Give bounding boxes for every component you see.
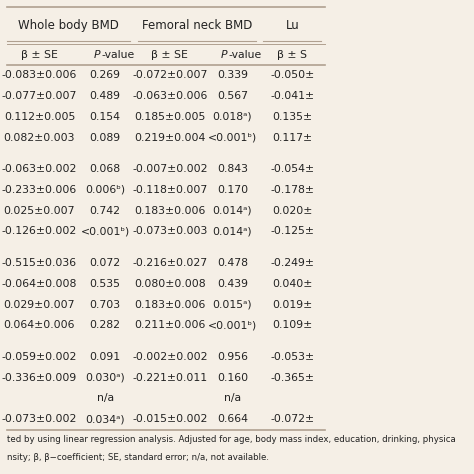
Text: 0.742: 0.742 — [90, 206, 120, 216]
Text: -value: -value — [228, 50, 262, 60]
Text: -0.059±0.002: -0.059±0.002 — [2, 352, 77, 362]
Text: 0.439: 0.439 — [217, 279, 248, 289]
Text: 0.478: 0.478 — [217, 258, 248, 268]
Text: -value: -value — [101, 50, 135, 60]
Text: -0.050±: -0.050± — [270, 70, 315, 80]
Text: 0.117±: 0.117± — [273, 133, 312, 143]
Text: -0.221±0.011: -0.221±0.011 — [132, 373, 207, 383]
Text: -0.249±: -0.249± — [270, 258, 314, 268]
Text: 0.029±0.007: 0.029±0.007 — [4, 300, 75, 310]
Text: 0.019±: 0.019± — [272, 300, 312, 310]
Text: -0.125±: -0.125± — [270, 227, 314, 237]
Text: -0.126±0.002: -0.126±0.002 — [2, 227, 77, 237]
Text: -0.064±0.008: -0.064±0.008 — [2, 279, 77, 289]
Text: 0.091: 0.091 — [90, 352, 121, 362]
Text: 0.535: 0.535 — [90, 279, 120, 289]
Text: 0.030ᵃ): 0.030ᵃ) — [85, 373, 125, 383]
Text: -0.063±0.006: -0.063±0.006 — [132, 91, 208, 101]
Text: 0.080±0.008: 0.080±0.008 — [134, 279, 206, 289]
Text: 0.112±0.005: 0.112±0.005 — [4, 112, 75, 122]
Text: β ± S: β ± S — [277, 50, 308, 60]
Text: 0.064±0.006: 0.064±0.006 — [4, 320, 75, 330]
Text: -0.118±0.007: -0.118±0.007 — [132, 185, 208, 195]
Text: 0.160: 0.160 — [217, 373, 248, 383]
Text: Whole body BMD: Whole body BMD — [18, 19, 119, 32]
Text: -0.073±0.003: -0.073±0.003 — [132, 227, 208, 237]
Text: 0.014ᵃ): 0.014ᵃ) — [213, 227, 252, 237]
Text: -0.015±0.002: -0.015±0.002 — [132, 414, 208, 424]
Text: β ± SE: β ± SE — [21, 50, 58, 60]
Text: -0.063±0.002: -0.063±0.002 — [2, 164, 77, 174]
Text: 0.183±0.006: 0.183±0.006 — [134, 206, 206, 216]
Text: 0.956: 0.956 — [217, 352, 248, 362]
Text: -0.053±: -0.053± — [270, 352, 314, 362]
Text: -0.515±0.036: -0.515±0.036 — [2, 258, 77, 268]
Text: β ± SE: β ± SE — [151, 50, 188, 60]
Text: P: P — [93, 50, 100, 60]
Text: 0.082±0.003: 0.082±0.003 — [4, 133, 75, 143]
Text: -0.072±: -0.072± — [270, 414, 314, 424]
Text: ted by using linear regression analysis. Adjusted for age, body mass index, educ: ted by using linear regression analysis.… — [7, 435, 456, 444]
Text: 0.703: 0.703 — [90, 300, 121, 310]
Text: 0.185±0.005: 0.185±0.005 — [134, 112, 206, 122]
Text: 0.339: 0.339 — [217, 70, 248, 80]
Text: 0.183±0.006: 0.183±0.006 — [134, 300, 206, 310]
Text: 0.170: 0.170 — [217, 185, 248, 195]
Text: Lu: Lu — [285, 19, 299, 32]
Text: 0.015ᵃ): 0.015ᵃ) — [213, 300, 252, 310]
Text: -0.178±: -0.178± — [270, 185, 314, 195]
Text: 0.843: 0.843 — [217, 164, 248, 174]
Text: n/a: n/a — [224, 393, 241, 403]
Text: 0.006ᵇ): 0.006ᵇ) — [85, 185, 125, 195]
Text: <0.001ᵇ): <0.001ᵇ) — [81, 227, 130, 237]
Text: 0.135±: 0.135± — [273, 112, 312, 122]
Text: 0.567: 0.567 — [217, 91, 248, 101]
Text: 0.025±0.007: 0.025±0.007 — [4, 206, 75, 216]
Text: 0.109±: 0.109± — [272, 320, 312, 330]
Text: 0.034ᵃ): 0.034ᵃ) — [85, 414, 125, 424]
Text: 0.072: 0.072 — [90, 258, 121, 268]
Text: 0.040±: 0.040± — [272, 279, 312, 289]
Text: <0.001ᵇ): <0.001ᵇ) — [208, 133, 257, 143]
Text: n/a: n/a — [97, 393, 114, 403]
Text: -0.083±0.006: -0.083±0.006 — [2, 70, 77, 80]
Text: 0.489: 0.489 — [90, 91, 120, 101]
Text: 0.211±0.006: 0.211±0.006 — [134, 320, 206, 330]
Text: 0.018ᵃ): 0.018ᵃ) — [213, 112, 252, 122]
Text: 0.089: 0.089 — [90, 133, 121, 143]
Text: P: P — [221, 50, 228, 60]
Text: -0.077±0.007: -0.077±0.007 — [2, 91, 77, 101]
Text: -0.002±0.002: -0.002±0.002 — [132, 352, 208, 362]
Text: -0.365±: -0.365± — [270, 373, 314, 383]
Text: -0.007±0.002: -0.007±0.002 — [132, 164, 208, 174]
Text: nsity; β, β−coefficient; SE, standard error; n/a, not available.: nsity; β, β−coefficient; SE, standard er… — [7, 453, 269, 462]
Text: 0.068: 0.068 — [90, 164, 121, 174]
Text: 0.219±0.004: 0.219±0.004 — [134, 133, 206, 143]
Text: -0.054±: -0.054± — [270, 164, 314, 174]
Text: <0.001ᵇ): <0.001ᵇ) — [208, 320, 257, 330]
Text: 0.020±: 0.020± — [272, 206, 312, 216]
Text: -0.041±: -0.041± — [270, 91, 314, 101]
Text: 0.664: 0.664 — [217, 414, 248, 424]
Text: -0.073±0.002: -0.073±0.002 — [2, 414, 77, 424]
Text: 0.014ᵃ): 0.014ᵃ) — [213, 206, 252, 216]
Text: -0.336±0.009: -0.336±0.009 — [2, 373, 77, 383]
Text: -0.233±0.006: -0.233±0.006 — [2, 185, 77, 195]
Text: 0.269: 0.269 — [90, 70, 120, 80]
Text: -0.072±0.007: -0.072±0.007 — [132, 70, 208, 80]
Text: Femoral neck BMD: Femoral neck BMD — [142, 19, 252, 32]
Text: 0.154: 0.154 — [90, 112, 120, 122]
Text: -0.216±0.027: -0.216±0.027 — [132, 258, 207, 268]
Text: 0.282: 0.282 — [90, 320, 120, 330]
